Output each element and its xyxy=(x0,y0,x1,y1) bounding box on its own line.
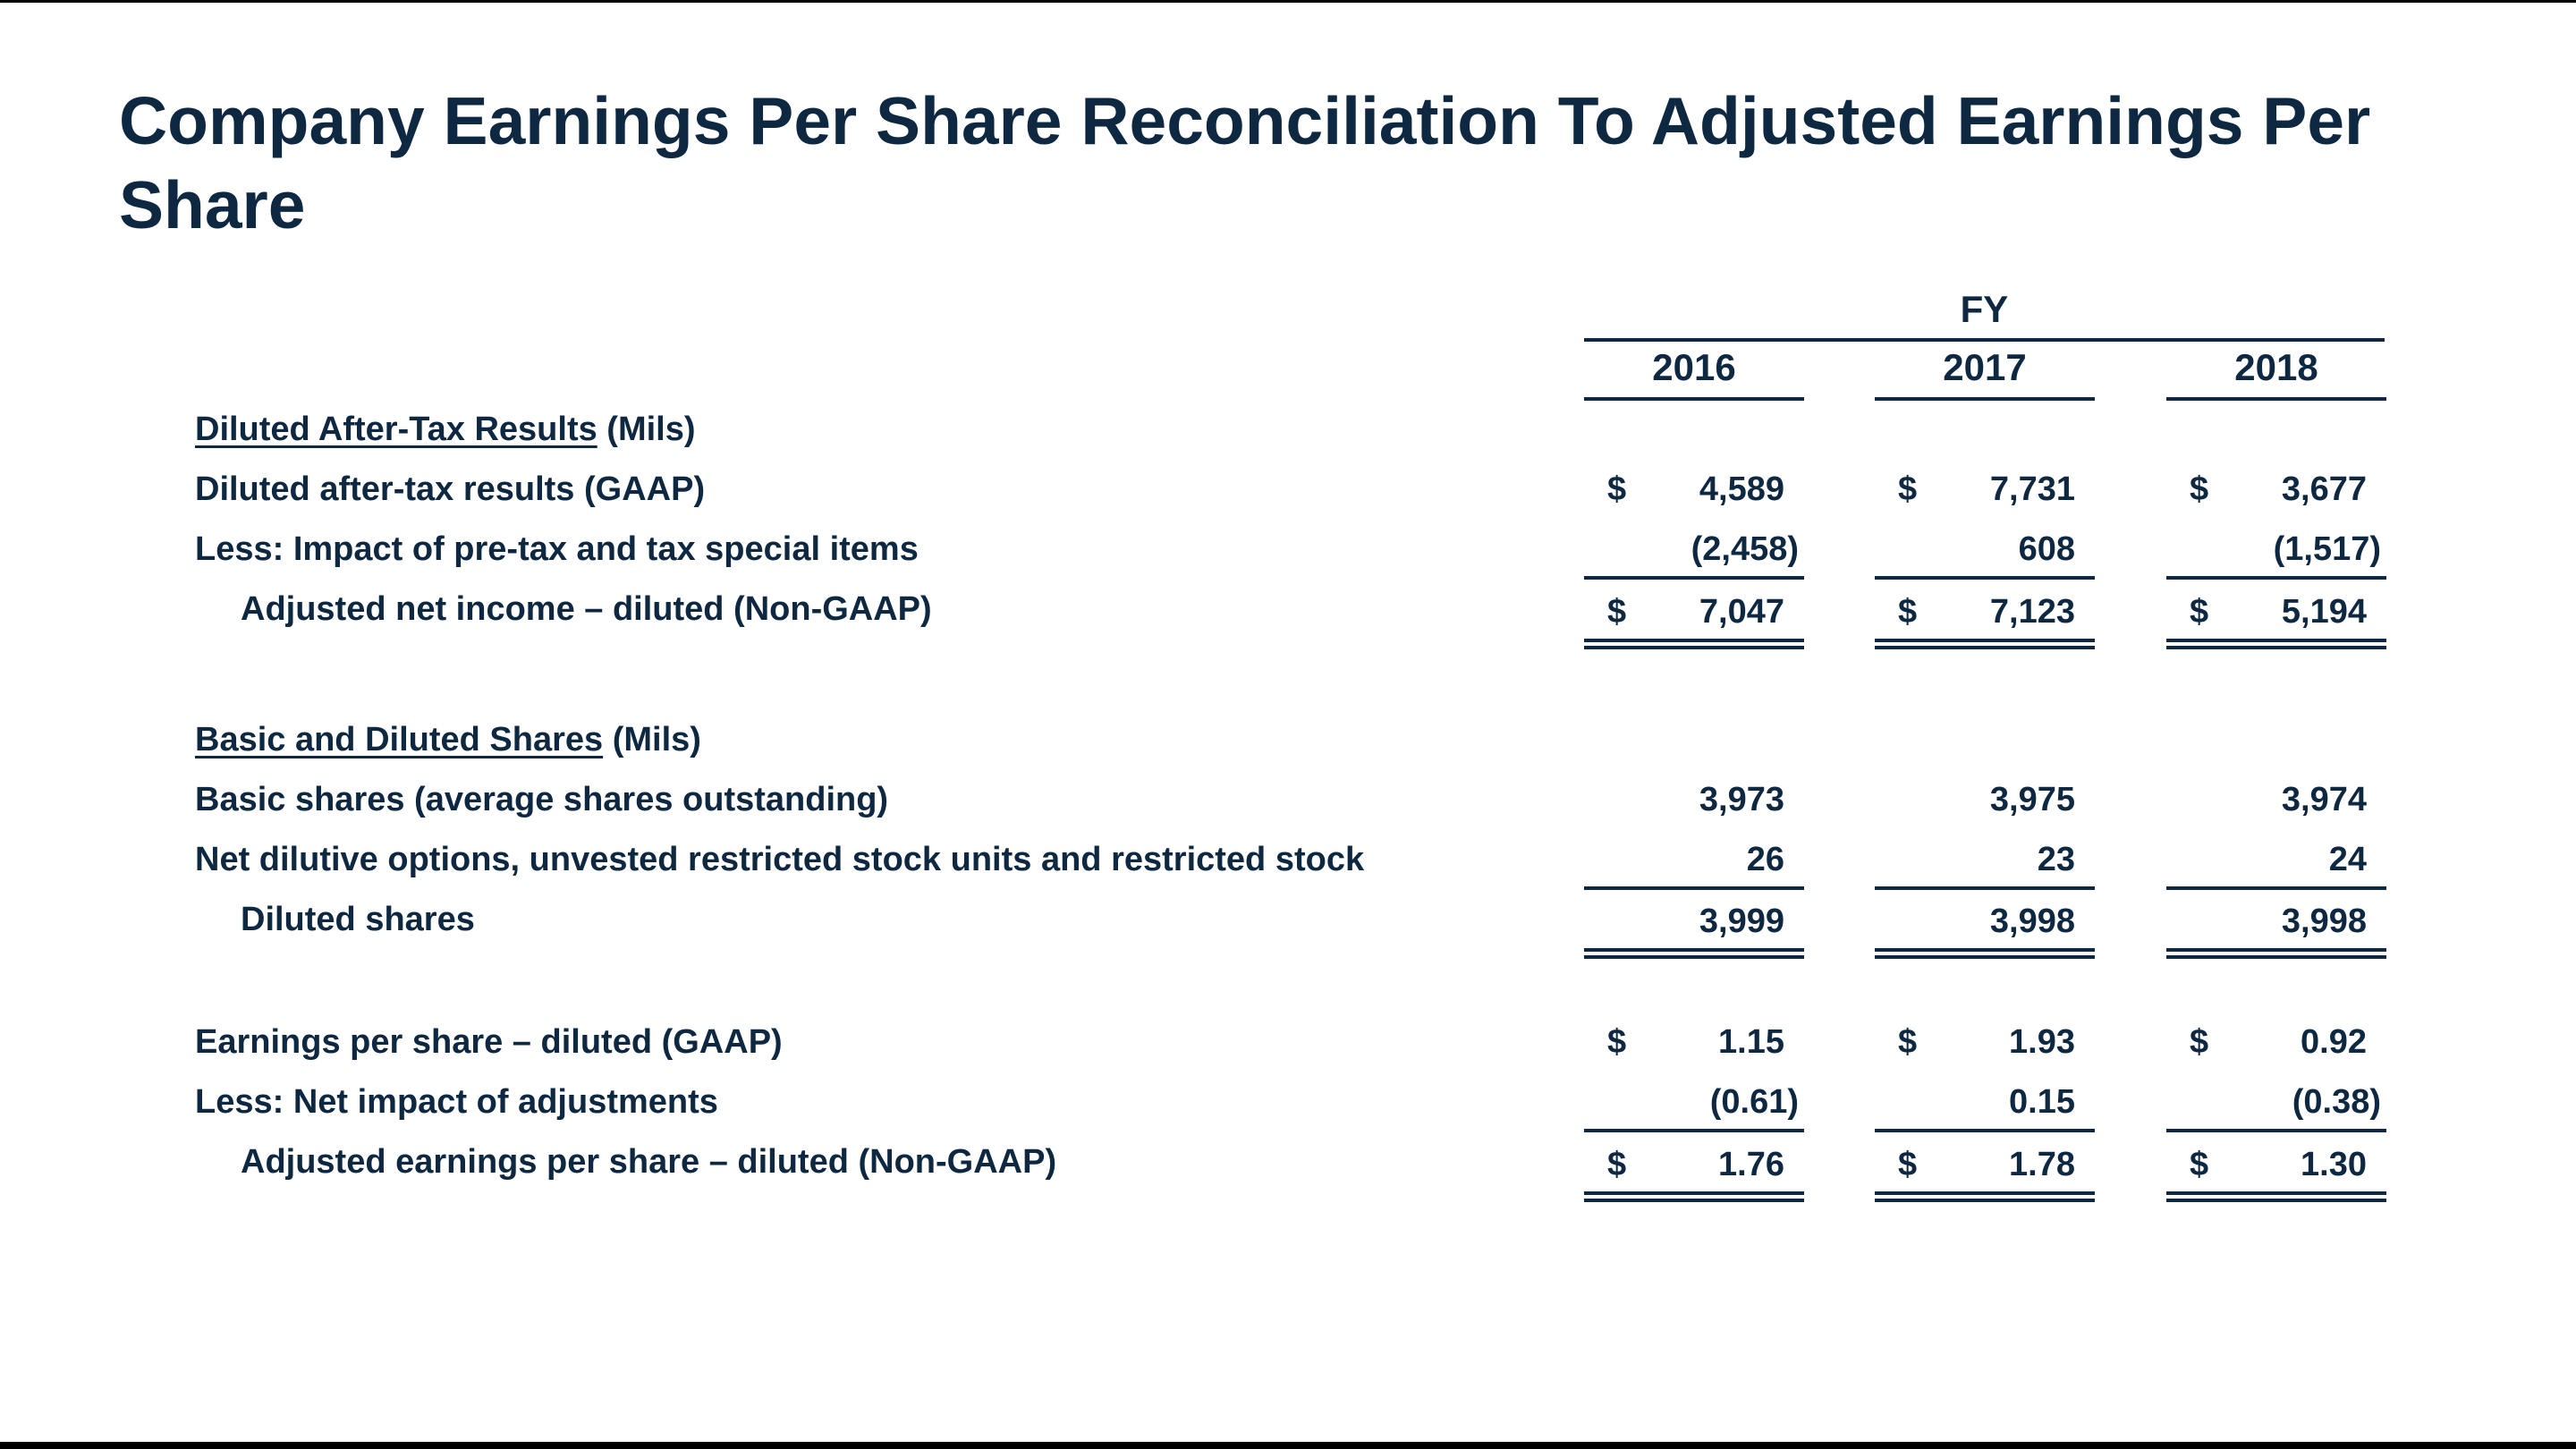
cell-value: 1.93 xyxy=(2009,1023,2075,1061)
cell-basic-shares-2016: 3,973 xyxy=(1584,775,1804,825)
currency-symbol: $ xyxy=(1607,1146,1627,1183)
row-label-dilutive-options: Net dilutive options, unvested restricte… xyxy=(195,841,1365,878)
cell-diluted-shares-2016: 3,999 xyxy=(1584,896,1804,952)
cell-value: 3,974 xyxy=(2281,781,2367,818)
cell-special-items-2016: (2,458) xyxy=(1584,524,1804,580)
double-underline xyxy=(1584,955,1804,959)
cell-value: 3,998 xyxy=(2281,902,2367,940)
row-label-adjusted-net-income: Adjusted net income – diluted (Non-GAAP) xyxy=(241,590,932,628)
cell-value: 0.92 xyxy=(2301,1023,2367,1061)
cell-value: 3,998 xyxy=(1989,902,2075,940)
cell-value: 23 xyxy=(2037,841,2075,878)
currency-symbol: $ xyxy=(1898,470,1918,508)
currency-symbol: $ xyxy=(2190,1023,2209,1061)
cell-value: 7,123 xyxy=(1989,593,2075,631)
double-underline xyxy=(1875,1199,2095,1202)
section-heading-after-tax-title: Diluted After-Tax Results xyxy=(195,411,597,448)
cell-value: 3,973 xyxy=(1699,781,1784,818)
cell-value: 3,677 xyxy=(2281,470,2367,508)
cell-value: 3,975 xyxy=(1989,781,2075,818)
double-underline xyxy=(1875,646,2095,649)
cell-after-tax-2018: $3,677 xyxy=(2166,464,2386,514)
currency-symbol: $ xyxy=(1898,1146,1918,1183)
row-label-special-items: Less: Impact of pre-tax and tax special … xyxy=(195,530,919,568)
row-label-net-impact: Less: Net impact of adjustments xyxy=(195,1083,718,1121)
cell-value: 608 xyxy=(2018,530,2075,568)
currency-symbol: $ xyxy=(2190,470,2209,508)
cell-value: 3,999 xyxy=(1699,902,1784,940)
currency-symbol: $ xyxy=(1607,1023,1627,1061)
cell-value: 7,047 xyxy=(1699,593,1784,631)
year-2018-header: 2018 xyxy=(2166,342,2386,401)
cell-value: (1,517) xyxy=(2273,530,2381,568)
cell-value: 26 xyxy=(1746,841,1784,878)
section-heading-shares: Basic and Diluted Shares (Mils) xyxy=(195,718,701,761)
double-underline xyxy=(2166,955,2386,959)
cell-adjusted-eps-2018: $1.30 xyxy=(2166,1140,2386,1195)
cell-value: 5,194 xyxy=(2281,593,2367,631)
cell-value: 1.76 xyxy=(1718,1146,1784,1183)
cell-value: (0.61) xyxy=(1709,1083,1799,1121)
cell-net-impact-2017: 0.15 xyxy=(1875,1077,2095,1132)
page-title: Company Earnings Per Share Reconciliatio… xyxy=(119,83,2371,242)
cell-value: (0.38) xyxy=(2292,1083,2381,1121)
cell-value: 4,589 xyxy=(1699,470,1784,508)
row-label-eps-gaap: Earnings per share – diluted (GAAP) xyxy=(195,1023,783,1061)
year-2016-header: 2016 xyxy=(1584,342,1804,401)
currency-symbol: $ xyxy=(2190,593,2209,631)
cell-eps-gaap-2017: $1.93 xyxy=(1875,1017,2095,1067)
cell-eps-gaap-2018: $0.92 xyxy=(2166,1017,2386,1067)
cell-basic-shares-2017: 3,975 xyxy=(1875,775,2095,825)
row-label-basic-shares: Basic shares (average shares outstanding… xyxy=(195,781,889,818)
double-underline xyxy=(1875,955,2095,959)
double-underline xyxy=(2166,1199,2386,1202)
cell-value: 7,731 xyxy=(1989,470,2075,508)
cell-dilutive-options-2018: 24 xyxy=(2166,835,2386,890)
cell-adjusted-net-income-2018: $5,194 xyxy=(2166,587,2386,642)
cell-value: 1.30 xyxy=(2301,1146,2367,1183)
cell-adjusted-eps-2017: $1.78 xyxy=(1875,1140,2095,1195)
cell-value: 24 xyxy=(2328,841,2367,878)
double-underline xyxy=(1584,646,1804,649)
cell-net-impact-2016: (0.61) xyxy=(1584,1077,1804,1132)
top-border xyxy=(0,0,2576,3)
currency-symbol: $ xyxy=(1607,593,1627,631)
section-heading-shares-unit: (Mils) xyxy=(603,721,701,758)
cell-special-items-2017: 608 xyxy=(1875,524,2095,580)
section-heading-after-tax-unit: (Mils) xyxy=(597,411,696,448)
currency-symbol: $ xyxy=(1607,470,1627,508)
cell-adjusted-net-income-2017: $7,123 xyxy=(1875,587,2095,642)
cell-diluted-shares-2018: 3,998 xyxy=(2166,896,2386,952)
cell-diluted-shares-2017: 3,998 xyxy=(1875,896,2095,952)
row-label-diluted-shares: Diluted shares xyxy=(241,901,475,938)
year-2017-header: 2017 xyxy=(1875,342,2095,401)
fy-header: FY xyxy=(1584,284,2385,342)
cell-net-impact-2018: (0.38) xyxy=(2166,1077,2386,1132)
cell-adjusted-net-income-2016: $7,047 xyxy=(1584,587,1804,642)
cell-eps-gaap-2016: $1.15 xyxy=(1584,1017,1804,1067)
cell-after-tax-2016: $4,589 xyxy=(1584,464,1804,514)
currency-symbol: $ xyxy=(1898,1023,1918,1061)
cell-basic-shares-2018: 3,974 xyxy=(2166,775,2386,825)
cell-dilutive-options-2017: 23 xyxy=(1875,835,2095,890)
double-underline xyxy=(2166,646,2386,649)
cell-value: 1.78 xyxy=(2009,1146,2075,1183)
cell-value: (2,458) xyxy=(1690,530,1799,568)
cell-special-items-2018: (1,517) xyxy=(2166,524,2386,580)
bottom-border xyxy=(0,1442,2576,1449)
double-underline xyxy=(1584,1199,1804,1202)
currency-symbol: $ xyxy=(2190,1146,2209,1183)
row-label-diluted-after-tax: Diluted after-tax results (GAAP) xyxy=(195,470,706,508)
cell-value: 1.15 xyxy=(1718,1023,1784,1061)
row-label-adjusted-eps: Adjusted earnings per share – diluted (N… xyxy=(241,1143,1057,1181)
currency-symbol: $ xyxy=(1898,593,1918,631)
cell-adjusted-eps-2016: $1.76 xyxy=(1584,1140,1804,1195)
section-heading-after-tax: Diluted After-Tax Results (Mils) xyxy=(195,408,696,451)
cell-value: 0.15 xyxy=(2009,1083,2075,1121)
cell-after-tax-2017: $7,731 xyxy=(1875,464,2095,514)
cell-dilutive-options-2016: 26 xyxy=(1584,835,1804,890)
section-heading-shares-title: Basic and Diluted Shares xyxy=(195,721,604,758)
